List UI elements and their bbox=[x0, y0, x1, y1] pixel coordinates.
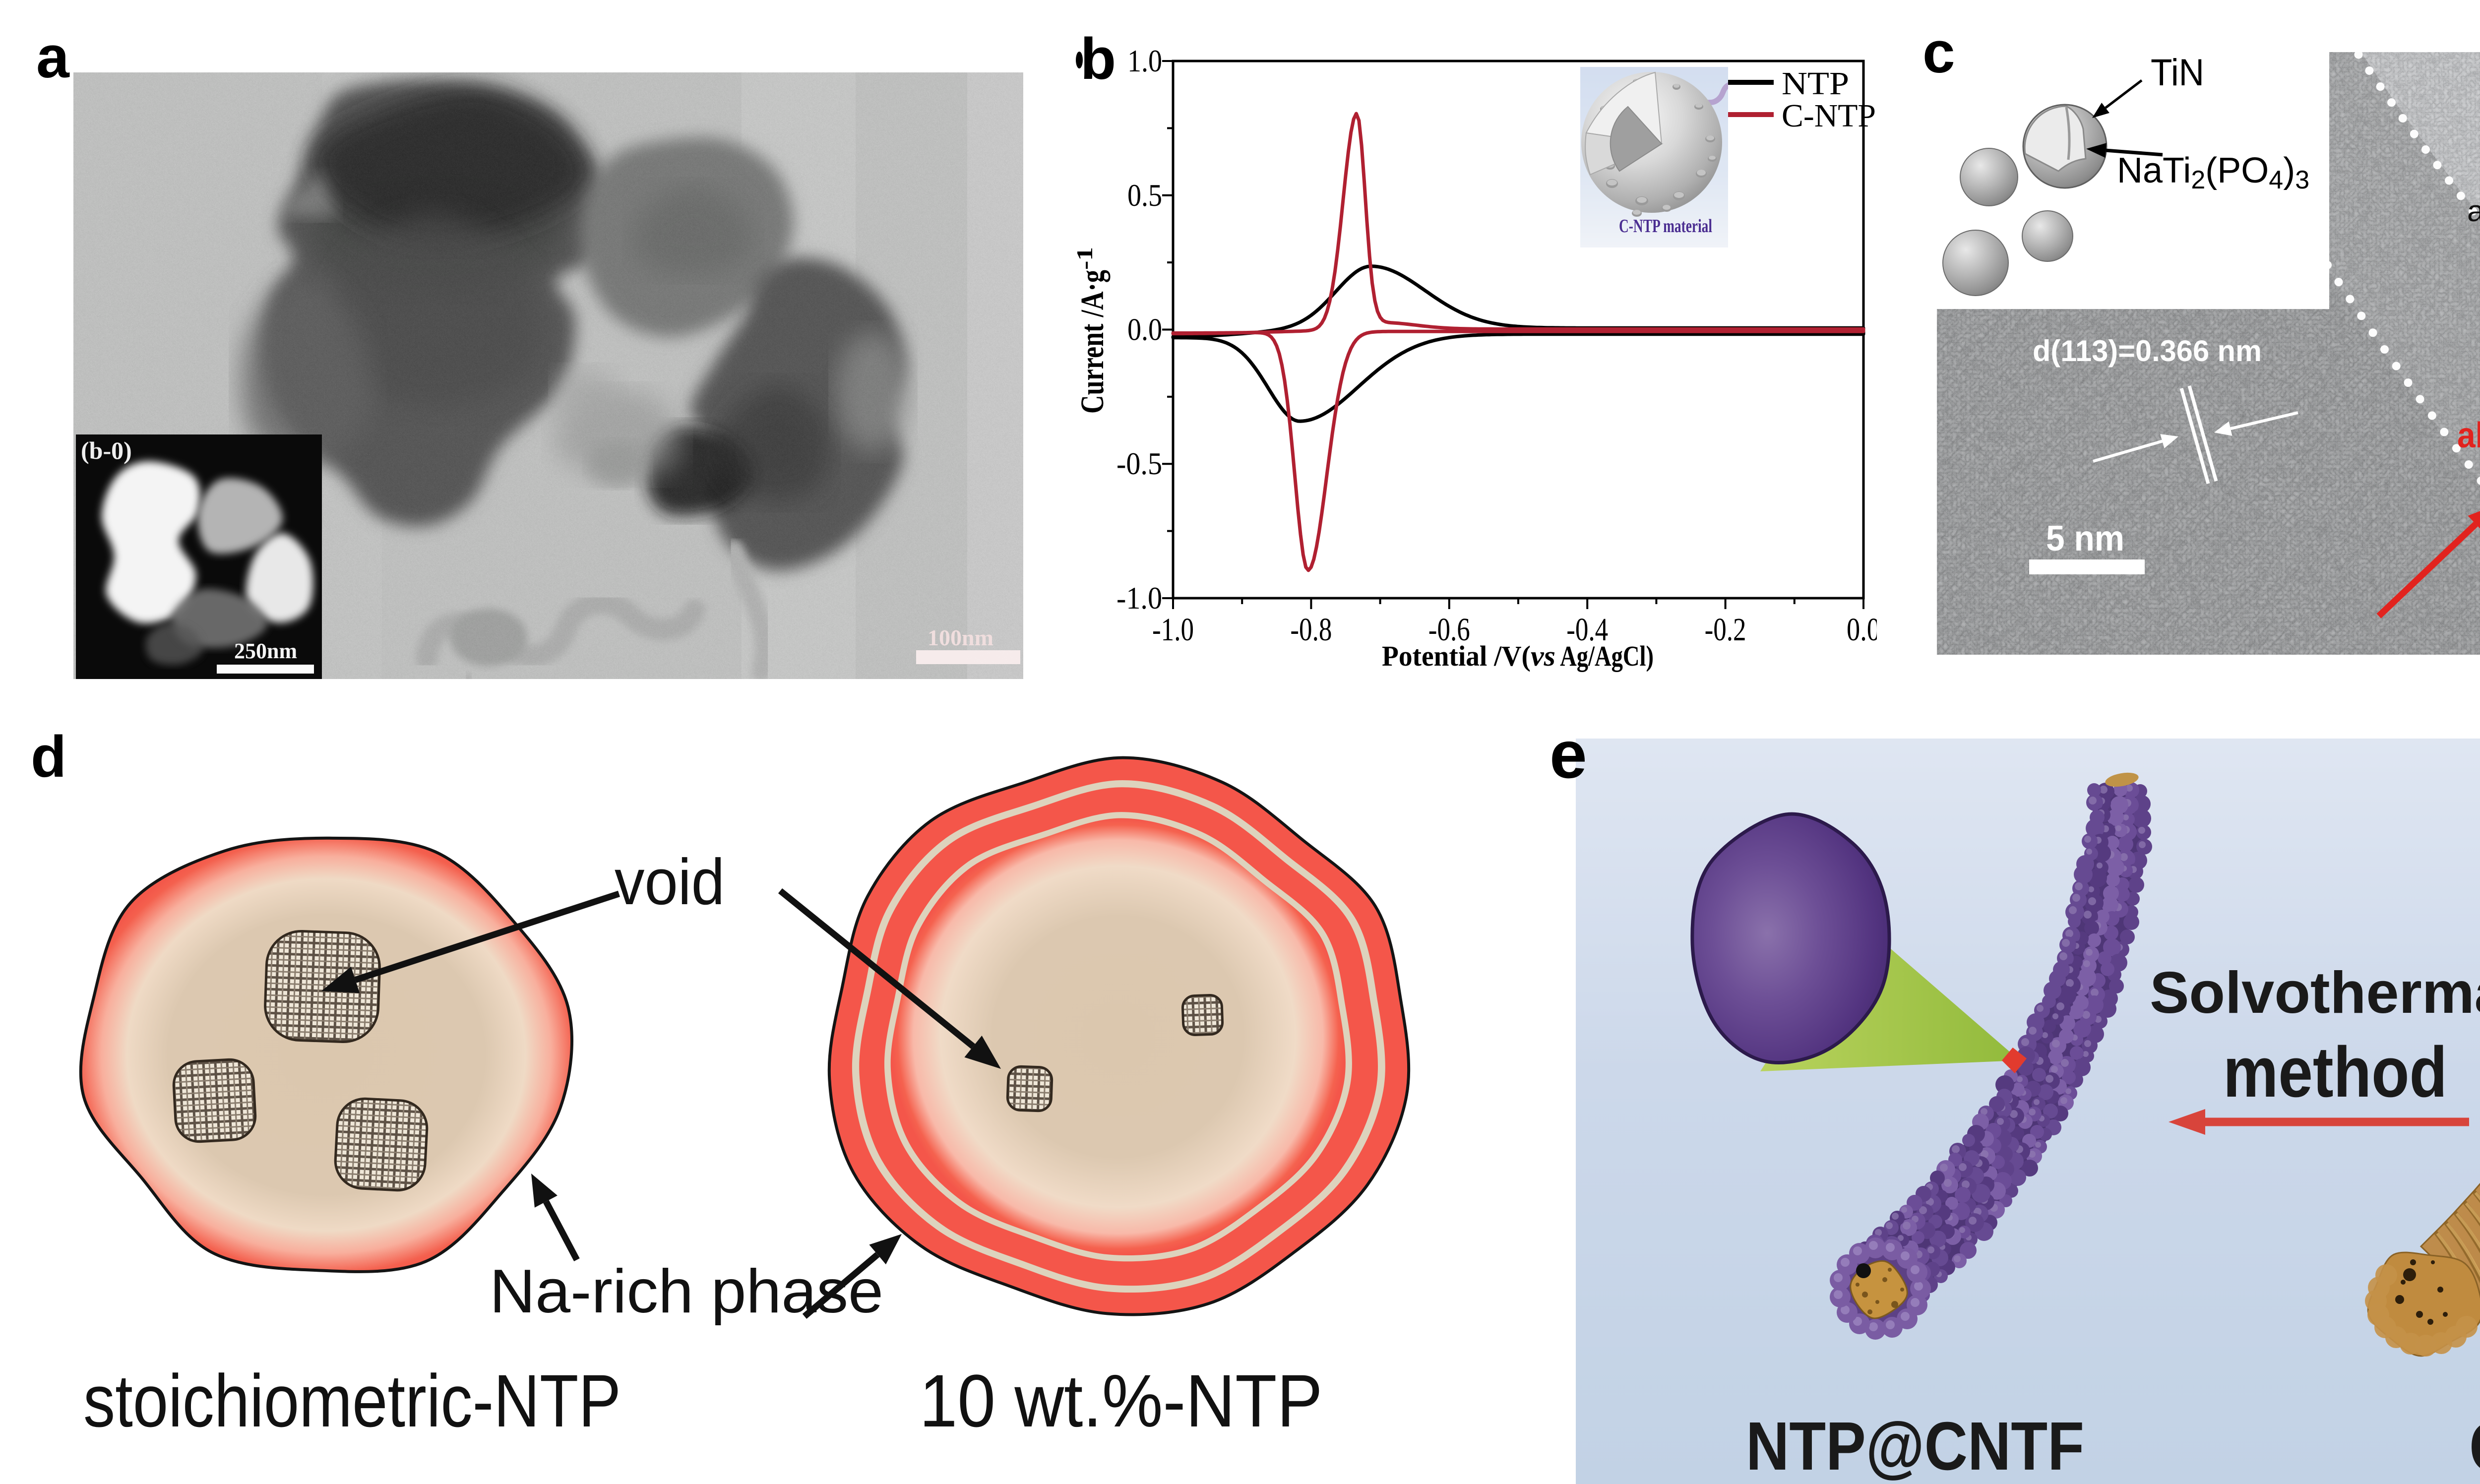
svg-text:-0.8: -0.8 bbox=[1290, 612, 1332, 648]
svg-text:-0.4: -0.4 bbox=[1566, 612, 1608, 648]
svg-text:5 nm: 5 nm bbox=[2046, 519, 2124, 558]
svg-text:CNTF: CNTF bbox=[2469, 1408, 2480, 1484]
svg-text:10 wt.%-NTP: 10 wt.%-NTP bbox=[920, 1359, 1323, 1442]
svg-text:NTP@CNTF: NTP@CNTF bbox=[1746, 1408, 2084, 1484]
svg-text:NaTi2(PO4)3: NaTi2(PO4)3 bbox=[2117, 151, 2309, 194]
svg-text:stoichiometric-NTP: stoichiometric-NTP bbox=[83, 1359, 621, 1442]
svg-text:void: void bbox=[615, 845, 725, 918]
svg-text:0.0: 0.0 bbox=[1847, 612, 1877, 648]
svg-text:0.0: 0.0 bbox=[1127, 312, 1162, 347]
svg-text:-0.6: -0.6 bbox=[1428, 612, 1470, 648]
svg-text:1.0: 1.0 bbox=[1127, 43, 1162, 78]
svg-text:Na-rich phase: Na-rich phase bbox=[490, 1257, 883, 1326]
svg-text:a: a bbox=[36, 24, 70, 90]
svg-text:d: d bbox=[31, 724, 66, 790]
svg-text:Potential /V(vs Ag/AgCl): Potential /V(vs Ag/AgCl) bbox=[1382, 640, 1654, 672]
svg-text:100nm: 100nm bbox=[928, 625, 993, 650]
svg-text:-1.0: -1.0 bbox=[1152, 612, 1194, 648]
svg-text:0.5: 0.5 bbox=[1127, 178, 1162, 213]
svg-text:about 6.4 nm: about 6.4 nm bbox=[2457, 416, 2480, 455]
svg-text:amorphous layer: amorphous layer bbox=[2467, 194, 2480, 228]
svg-text:e: e bbox=[1550, 719, 1587, 792]
svg-text:C-NTP: C-NTP bbox=[1782, 98, 1876, 134]
svg-text:-1.0: -1.0 bbox=[1116, 580, 1162, 616]
svg-text:b: b bbox=[1080, 26, 1116, 92]
svg-text:d(113)=0.366 nm: d(113)=0.366 nm bbox=[2033, 334, 2262, 368]
svg-text:c: c bbox=[1922, 20, 1955, 85]
svg-text:Solvothermal: Solvothermal bbox=[2150, 960, 2480, 1026]
svg-text:C-NTP material: C-NTP material bbox=[1619, 216, 1712, 237]
svg-text:-0.5: -0.5 bbox=[1116, 446, 1162, 481]
svg-text:(b-0): (b-0) bbox=[81, 436, 132, 464]
svg-text:TiN: TiN bbox=[2151, 52, 2204, 94]
svg-text:method: method bbox=[2223, 1032, 2447, 1112]
svg-text:Current /A·g-1: Current /A·g-1 bbox=[1072, 247, 1111, 414]
svg-text:NTP: NTP bbox=[1782, 65, 1849, 102]
svg-text:250nm: 250nm bbox=[234, 639, 297, 663]
svg-text:-0.2: -0.2 bbox=[1705, 612, 1746, 648]
